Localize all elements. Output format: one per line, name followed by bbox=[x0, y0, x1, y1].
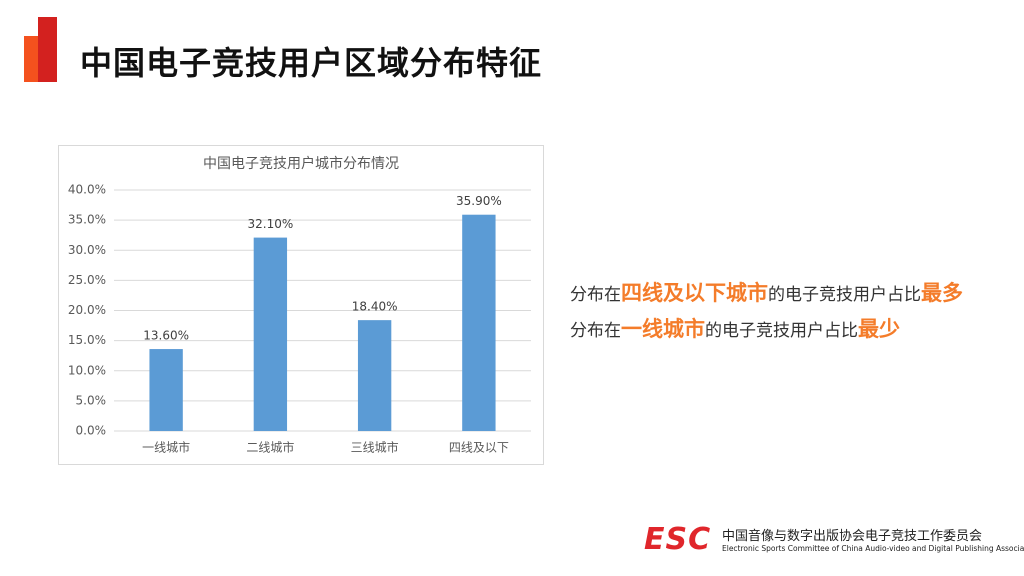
note-text: 的电子竞技用户占比 bbox=[705, 321, 858, 341]
org-name: 中国音像与数字出版协会电子竞技工作委员会 bbox=[722, 529, 983, 544]
note-text: 分布在 bbox=[570, 285, 621, 305]
highlight: 四线及以下城市 bbox=[621, 281, 768, 305]
highlight: 最多 bbox=[921, 281, 963, 305]
data-label: 18.40% bbox=[352, 300, 398, 314]
bar bbox=[357, 320, 392, 431]
note: 分布在四线及以下城市的电子竞技用户占比最多 bbox=[570, 275, 963, 311]
note: 分布在一线城市的电子竞技用户占比最少 bbox=[570, 311, 963, 347]
chart: 中国电子竞技用户城市分布情况 0.0% 5.0% 10.0% 15.0% 20.0% 25… bbox=[58, 145, 544, 465]
bar bbox=[462, 214, 496, 431]
y-tick-label: 10.0% bbox=[68, 363, 106, 377]
slide-title: 中国电子竞技用户区域分布特征 bbox=[80, 44, 543, 82]
accent-bar bbox=[38, 17, 57, 82]
data-label: 32.10% bbox=[247, 217, 293, 231]
y-tick-label: 20.0% bbox=[68, 303, 106, 317]
highlight: 最少 bbox=[858, 317, 900, 341]
note-text: 分布在 bbox=[570, 321, 621, 341]
org-name-en: Electronic Sports Committee of China Aud… bbox=[722, 544, 1024, 553]
x-tick-label: 三线城市 bbox=[351, 440, 399, 455]
y-tick-label: 30.0% bbox=[68, 243, 106, 257]
y-tick-label: 5.0% bbox=[76, 393, 107, 407]
logo: ESC bbox=[644, 522, 712, 557]
accent-bar bbox=[24, 36, 38, 82]
x-tick-label: 四线及以下 bbox=[449, 441, 509, 455]
x-tick-label: 二线城市 bbox=[246, 440, 294, 455]
x-tick-label: 一线城市 bbox=[142, 440, 190, 455]
data-label: 13.60% bbox=[143, 329, 189, 343]
highlight: 一线城市 bbox=[621, 317, 705, 341]
note-text: 的电子竞技用户占比 bbox=[768, 285, 921, 305]
chart-title: 中国电子竞技用户城市分布情况 bbox=[203, 155, 399, 172]
y-tick-label: 35.0% bbox=[68, 213, 106, 227]
y-tick-label: 40.0% bbox=[68, 183, 106, 197]
y-tick-label: 15.0% bbox=[68, 333, 106, 347]
notes: 分布在四线及以下城市的电子竞技用户占比最多 分布在一线城市的电子竞技用户占比最少 bbox=[570, 275, 963, 347]
bar bbox=[253, 237, 288, 431]
data-label: 35.90% bbox=[456, 194, 502, 208]
y-tick-label: 0.0% bbox=[76, 424, 107, 438]
bar bbox=[149, 349, 183, 431]
y-tick-label: 25.0% bbox=[68, 273, 106, 287]
